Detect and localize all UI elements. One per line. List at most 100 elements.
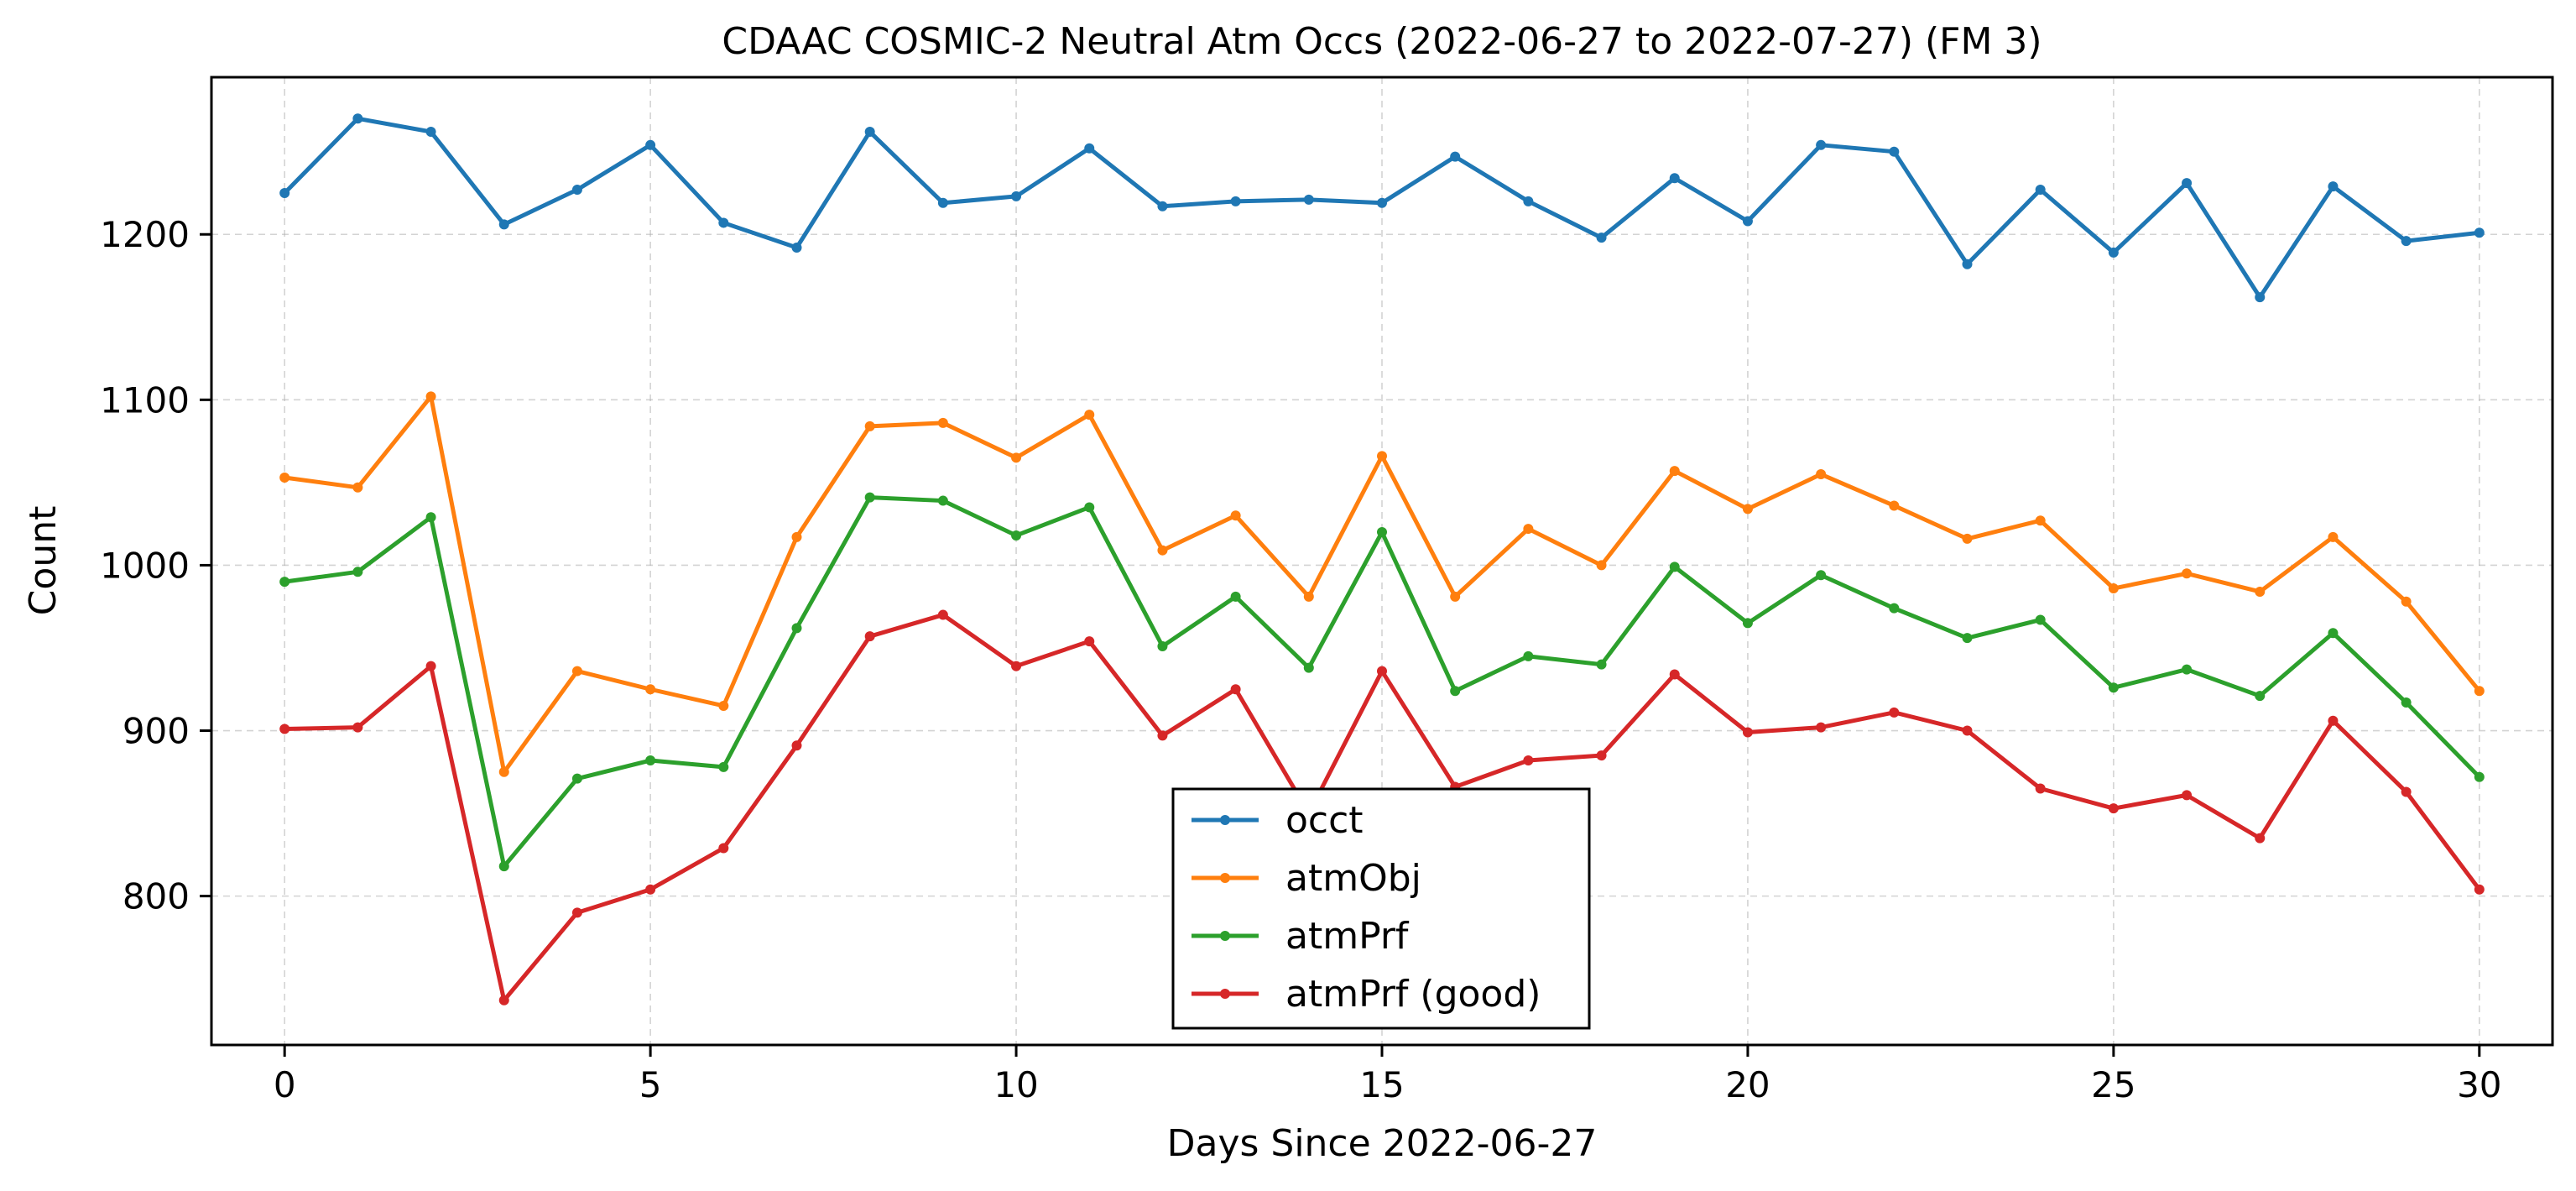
data-point: [1889, 603, 1900, 614]
data-point: [864, 492, 875, 503]
chart-title: CDAAC COSMIC-2 Neutral Atm Occs (2022-06…: [722, 20, 2042, 63]
data-point: [1157, 730, 1168, 741]
data-point: [1011, 452, 1022, 463]
data-point: [2182, 664, 2193, 675]
data-point: [2474, 884, 2485, 895]
data-point: [1669, 173, 1680, 184]
data-point: [1889, 707, 1900, 718]
data-point: [279, 187, 290, 198]
x-axis: 0 5 10 15 20 25 30: [274, 1045, 2502, 1105]
data-point: [864, 631, 875, 642]
data-point: [937, 495, 948, 506]
data-point: [498, 995, 509, 1006]
data-point: [2255, 292, 2266, 303]
data-point: [864, 127, 875, 138]
data-point: [1669, 669, 1680, 680]
data-point: [718, 843, 729, 854]
data-point: [1157, 545, 1168, 556]
y-tick-label: 800: [123, 876, 190, 917]
data-point: [2108, 583, 2119, 594]
data-point: [1962, 259, 1973, 269]
legend-item: atmPrf (good): [1192, 973, 1541, 1016]
data-point: [1303, 662, 1314, 673]
data-point: [718, 217, 729, 228]
data-point: [1962, 633, 1973, 644]
y-tick-label: 1200: [100, 214, 190, 255]
data-point: [571, 773, 582, 784]
data-point: [2328, 181, 2339, 192]
data-point: [2474, 771, 2485, 782]
data-point: [1962, 725, 1973, 736]
legend-label: atmObj: [1285, 857, 1421, 900]
series-atmprf-good-: [279, 609, 2485, 1006]
data-point: [498, 766, 509, 777]
legend-label: atmPrf (good): [1285, 973, 1541, 1016]
data-point: [791, 531, 802, 542]
legend-marker: [1220, 989, 1230, 999]
data-point: [352, 722, 363, 733]
data-point: [2108, 803, 2119, 814]
data-point: [279, 723, 290, 734]
legend-label: atmPrf: [1285, 915, 1410, 958]
x-tick-label: 20: [1725, 1064, 1770, 1105]
data-point: [2255, 586, 2266, 597]
data-point: [1889, 500, 1900, 511]
data-point: [571, 185, 582, 196]
x-tick-label: 10: [993, 1064, 1038, 1105]
data-point: [352, 567, 363, 577]
data-point: [1011, 191, 1022, 201]
data-point: [1596, 659, 1607, 670]
data-point: [1596, 232, 1607, 243]
x-axis-label: Days Since 2022-06-27: [1167, 1122, 1598, 1165]
data-point: [1523, 196, 1534, 206]
data-point: [1669, 562, 1680, 572]
data-point: [279, 577, 290, 588]
data-point: [2474, 686, 2485, 697]
data-point: [2328, 715, 2339, 726]
data-point: [2401, 786, 2412, 797]
data-point: [1230, 591, 1241, 602]
y-tick-label: 1100: [100, 379, 190, 421]
legend-marker: [1220, 815, 1230, 825]
data-point: [498, 219, 509, 230]
data-point: [937, 609, 948, 620]
data-point: [1596, 560, 1607, 571]
legend: occt atmObj atmPrf atmPrf (good): [1171, 787, 1591, 1030]
data-point: [1450, 151, 1461, 162]
data-point: [1377, 451, 1387, 462]
data-point: [1523, 755, 1534, 765]
data-point: [937, 417, 948, 428]
data-point: [1084, 410, 1095, 421]
data-point: [937, 197, 948, 208]
data-point: [1596, 750, 1607, 761]
data-point: [1157, 201, 1168, 212]
legend-marker: [1220, 931, 1230, 941]
data-point: [645, 684, 656, 695]
grid: [211, 77, 2553, 1045]
data-point: [1816, 139, 1827, 150]
data-point: [1011, 661, 1022, 671]
data-point: [352, 113, 363, 124]
data-point: [425, 512, 436, 523]
legend-marker: [1220, 873, 1230, 883]
data-point: [1742, 504, 1753, 515]
data-point: [425, 391, 436, 402]
y-tick-label: 900: [123, 711, 190, 752]
x-tick-label: 0: [274, 1064, 296, 1105]
x-tick-label: 5: [639, 1064, 662, 1105]
data-point: [498, 861, 509, 872]
data-point: [1303, 591, 1314, 602]
data-point: [1816, 722, 1827, 733]
data-point: [2035, 614, 2046, 625]
data-point: [571, 666, 582, 676]
data-point: [571, 907, 582, 918]
data-point: [1669, 466, 1680, 477]
data-point: [2401, 697, 2412, 708]
data-point: [1450, 591, 1461, 602]
data-point: [2035, 185, 2046, 196]
legend-item: atmObj: [1192, 857, 1421, 900]
data-point: [2182, 568, 2193, 579]
series-atmobj: [279, 391, 2485, 777]
data-point: [1377, 197, 1387, 208]
